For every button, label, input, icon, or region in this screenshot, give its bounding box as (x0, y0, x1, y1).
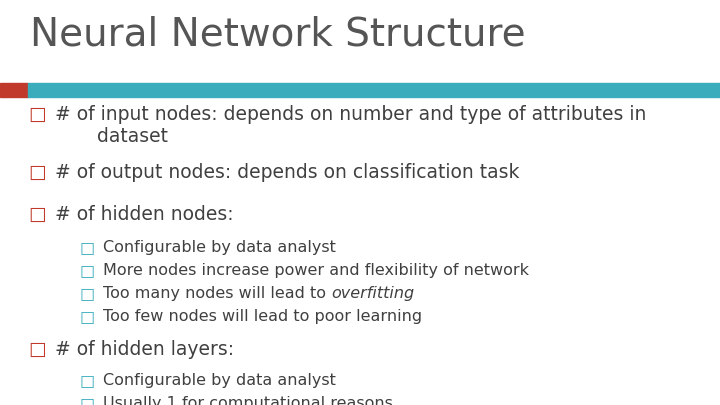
Text: # of input nodes: depends on number and type of attributes in
       dataset: # of input nodes: depends on number and … (55, 105, 647, 146)
Text: overfitting: overfitting (331, 286, 414, 301)
Bar (28, 83, 720, 97)
Text: □: □ (28, 205, 46, 224)
Text: Too few nodes will lead to poor learning: Too few nodes will lead to poor learning (103, 309, 422, 324)
Text: Neural Network Structure: Neural Network Structure (30, 15, 526, 53)
Bar (0, 83, 28, 97)
Text: □: □ (80, 286, 95, 301)
Text: Usually 1 for computational reasons: Usually 1 for computational reasons (103, 396, 393, 405)
Text: □: □ (28, 105, 46, 124)
Text: □: □ (80, 309, 95, 324)
Text: □: □ (80, 373, 95, 388)
Text: □: □ (80, 396, 95, 405)
Text: □: □ (28, 163, 46, 182)
Text: Too many nodes will lead to: Too many nodes will lead to (103, 286, 331, 301)
Text: More nodes increase power and flexibility of network: More nodes increase power and flexibilit… (103, 263, 529, 278)
Text: Configurable by data analyst: Configurable by data analyst (103, 240, 336, 255)
Text: # of output nodes: depends on classification task: # of output nodes: depends on classifica… (55, 163, 520, 182)
Text: # of hidden layers:: # of hidden layers: (55, 340, 234, 359)
Text: □: □ (80, 263, 95, 278)
Text: Configurable by data analyst: Configurable by data analyst (103, 373, 336, 388)
Text: □: □ (80, 240, 95, 255)
Text: # of hidden nodes:: # of hidden nodes: (55, 205, 233, 224)
Text: □: □ (28, 340, 46, 359)
